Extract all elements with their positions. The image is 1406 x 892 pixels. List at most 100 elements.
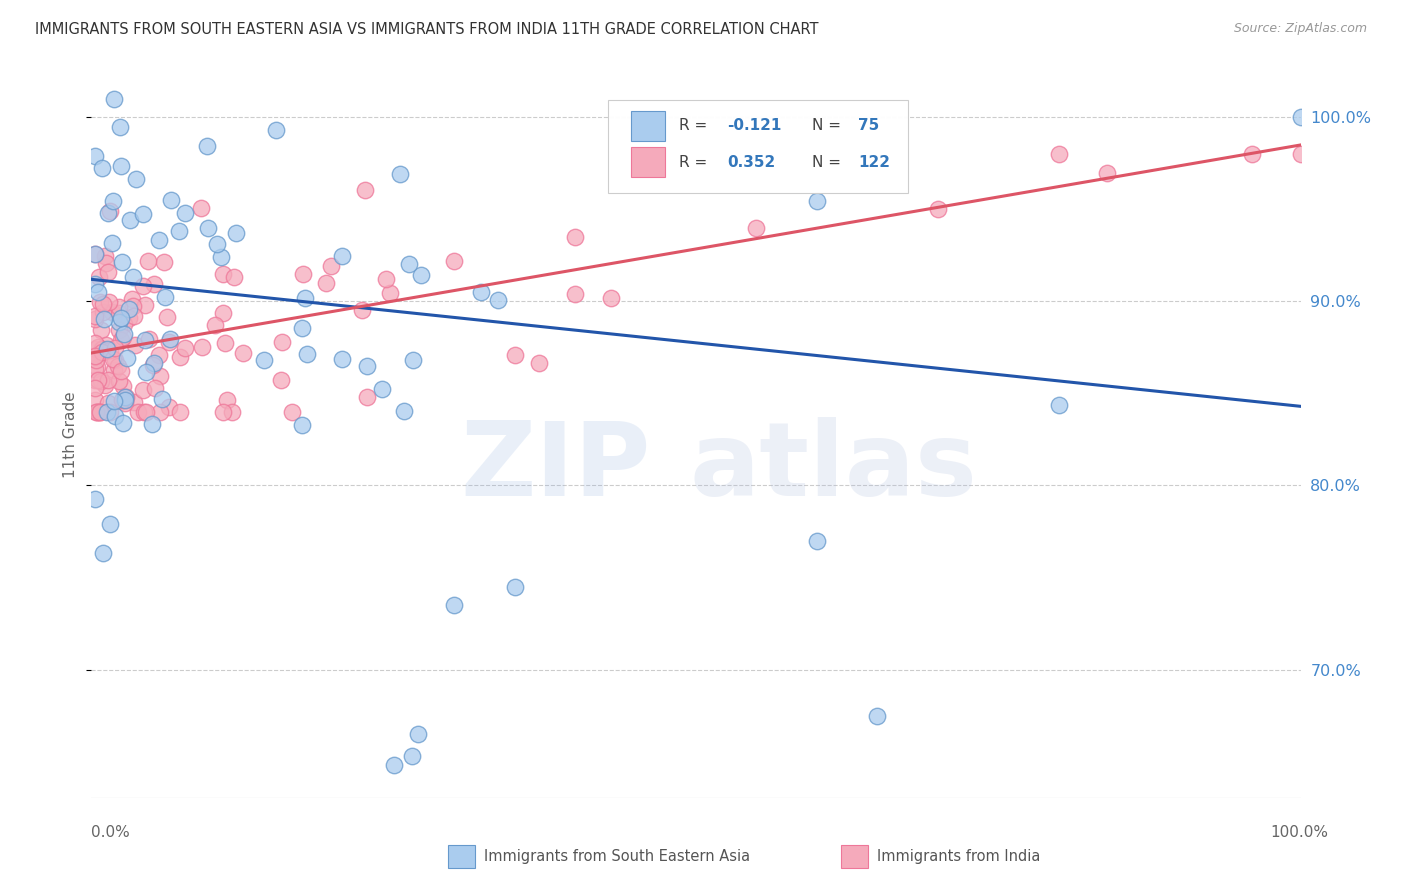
Point [114, 393, 136, 408]
Point [138, 332, 160, 346]
Point [84, 380, 107, 394]
Point [1289, 111, 1312, 125]
Point [271, 335, 294, 350]
Point [86, 405, 108, 419]
Point [86, 360, 108, 375]
Point [330, 249, 353, 263]
Point [98, 516, 121, 531]
Y-axis label: 11th Grade: 11th Grade [63, 392, 79, 478]
Point [90, 374, 112, 388]
Point [136, 254, 159, 268]
Point [84, 492, 107, 507]
Point [87, 405, 110, 419]
Point [191, 340, 214, 354]
Point [927, 202, 949, 217]
Text: ZIP: ZIP [460, 417, 651, 518]
Point [132, 207, 155, 221]
Point [103, 394, 125, 409]
Point [103, 363, 125, 377]
Point [108, 375, 131, 389]
Point [190, 201, 212, 215]
Point [270, 373, 292, 387]
Point [111, 416, 134, 430]
Point [110, 310, 132, 325]
Point [352, 302, 374, 317]
Point [215, 392, 238, 407]
Point [371, 382, 394, 396]
Point [110, 363, 132, 377]
Point [443, 598, 465, 612]
Point [114, 390, 136, 404]
Point [118, 310, 141, 325]
Point [97, 205, 120, 219]
Point [108, 315, 131, 329]
Point [91, 304, 114, 318]
Point [107, 323, 129, 337]
Point [118, 302, 141, 317]
Point [84, 309, 107, 323]
Point [214, 336, 236, 351]
Point [169, 224, 191, 238]
Point [90, 343, 112, 357]
Point [209, 250, 232, 264]
Point [134, 334, 156, 348]
Point [135, 365, 157, 379]
Point [94, 377, 117, 392]
Point [89, 405, 111, 419]
Text: 0.352: 0.352 [727, 154, 776, 169]
Point [98, 204, 121, 219]
Text: Immigrants from South Eastern Asia: Immigrants from South Eastern Asia [484, 849, 751, 864]
Point [600, 291, 623, 305]
Point [159, 333, 181, 347]
Point [149, 405, 172, 419]
Point [104, 341, 127, 355]
Point [160, 193, 183, 207]
Text: Source: ZipAtlas.com: Source: ZipAtlas.com [1233, 22, 1367, 36]
Point [402, 353, 425, 368]
Point [470, 285, 492, 300]
Point [97, 396, 120, 410]
Point [354, 183, 377, 197]
Point [153, 290, 176, 304]
Point [222, 269, 245, 284]
Point [101, 351, 124, 366]
Point [315, 276, 337, 290]
Point [84, 343, 107, 357]
Point [103, 353, 125, 368]
Point [197, 221, 219, 235]
Point [121, 299, 143, 313]
Text: 100.0%: 100.0% [1271, 825, 1329, 840]
Point [806, 194, 828, 208]
Point [91, 297, 114, 311]
Point [132, 383, 155, 397]
Point [409, 268, 432, 283]
Point [118, 212, 141, 227]
Point [225, 226, 247, 240]
Point [103, 92, 125, 106]
Point [84, 247, 107, 261]
Point [84, 349, 107, 363]
Point [1095, 165, 1118, 179]
Point [156, 310, 179, 324]
Point [84, 277, 107, 292]
Bar [631, 147, 665, 178]
Point [197, 139, 219, 153]
Point [94, 343, 117, 357]
Point [564, 286, 586, 301]
Point [503, 580, 526, 594]
Point [115, 390, 138, 404]
Point [91, 546, 114, 560]
Point [394, 404, 416, 418]
Point [527, 356, 550, 370]
Point [98, 405, 121, 419]
Point [149, 369, 172, 384]
Point [121, 270, 143, 285]
Point [84, 373, 107, 387]
Point [94, 255, 117, 269]
Point [84, 353, 107, 368]
Point [264, 122, 287, 136]
Point [121, 292, 143, 306]
Point [148, 348, 170, 362]
Point [114, 395, 136, 409]
Point [294, 291, 316, 305]
